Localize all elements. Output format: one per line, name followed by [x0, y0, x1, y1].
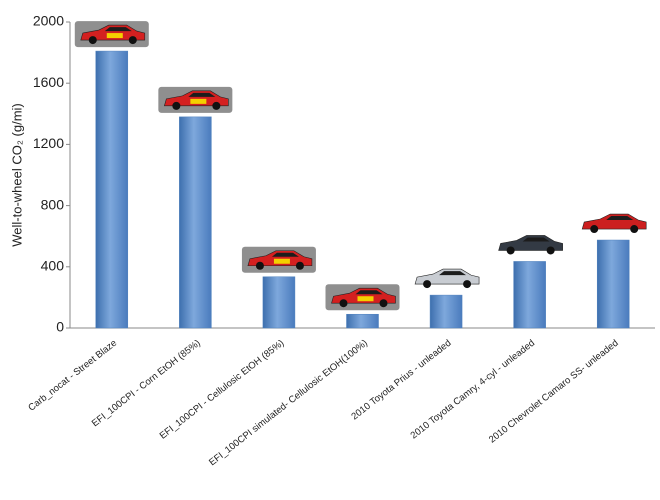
car-wheel — [339, 299, 348, 308]
bar — [95, 50, 129, 329]
car-window — [522, 237, 550, 242]
y-axis-label: Well-to-wheel CO₂ (g/mi) — [9, 103, 24, 247]
car-body — [331, 287, 396, 304]
car-wheel — [630, 225, 639, 234]
car-body — [80, 24, 146, 41]
car-wheel — [295, 261, 304, 270]
car-wheel — [255, 261, 264, 270]
bar — [429, 294, 463, 329]
bar — [179, 116, 212, 329]
y-tick-label: 800 — [41, 196, 65, 212]
car-wheel — [379, 299, 388, 308]
bar — [596, 239, 630, 329]
y-tick-label: 1600 — [33, 74, 64, 90]
car-wheel — [88, 36, 97, 45]
car-window — [606, 216, 634, 221]
car-window — [355, 290, 383, 295]
car-body — [247, 250, 313, 267]
bar — [262, 276, 296, 329]
car-wheel — [463, 280, 472, 289]
y-tick-label: 0 — [56, 319, 64, 335]
car-stripe — [106, 33, 123, 39]
x-tick-label: EFI_100CPI simulated- Cellulosic EtOH(10… — [207, 338, 370, 469]
car-wheel — [212, 101, 221, 110]
car-wheel — [172, 101, 181, 110]
car-body — [498, 235, 563, 251]
car-body — [414, 268, 480, 285]
car-window — [439, 271, 467, 276]
car-body — [581, 213, 647, 230]
car-wheel — [423, 280, 432, 289]
car-wheel — [506, 246, 515, 255]
bar — [346, 313, 379, 329]
car-wheel — [546, 246, 555, 255]
car-window — [188, 92, 216, 97]
car-stripe — [273, 258, 290, 264]
y-tick-label: 400 — [41, 258, 65, 274]
car-wheel — [128, 36, 137, 45]
car-window — [271, 252, 299, 257]
car-stripe — [190, 98, 207, 104]
y-tick-label: 2000 — [33, 13, 64, 29]
y-tick-label: 1200 — [33, 135, 64, 151]
car-wheel — [590, 225, 599, 234]
x-tick-label: 2010 Chevrolet Camaro SS- unleaded — [487, 338, 621, 446]
bar — [513, 261, 546, 329]
x-tick-label: Carb_nocat - Street Blaze — [26, 338, 119, 414]
car-body — [163, 90, 229, 107]
car-stripe — [357, 296, 374, 302]
car-window — [104, 27, 132, 32]
